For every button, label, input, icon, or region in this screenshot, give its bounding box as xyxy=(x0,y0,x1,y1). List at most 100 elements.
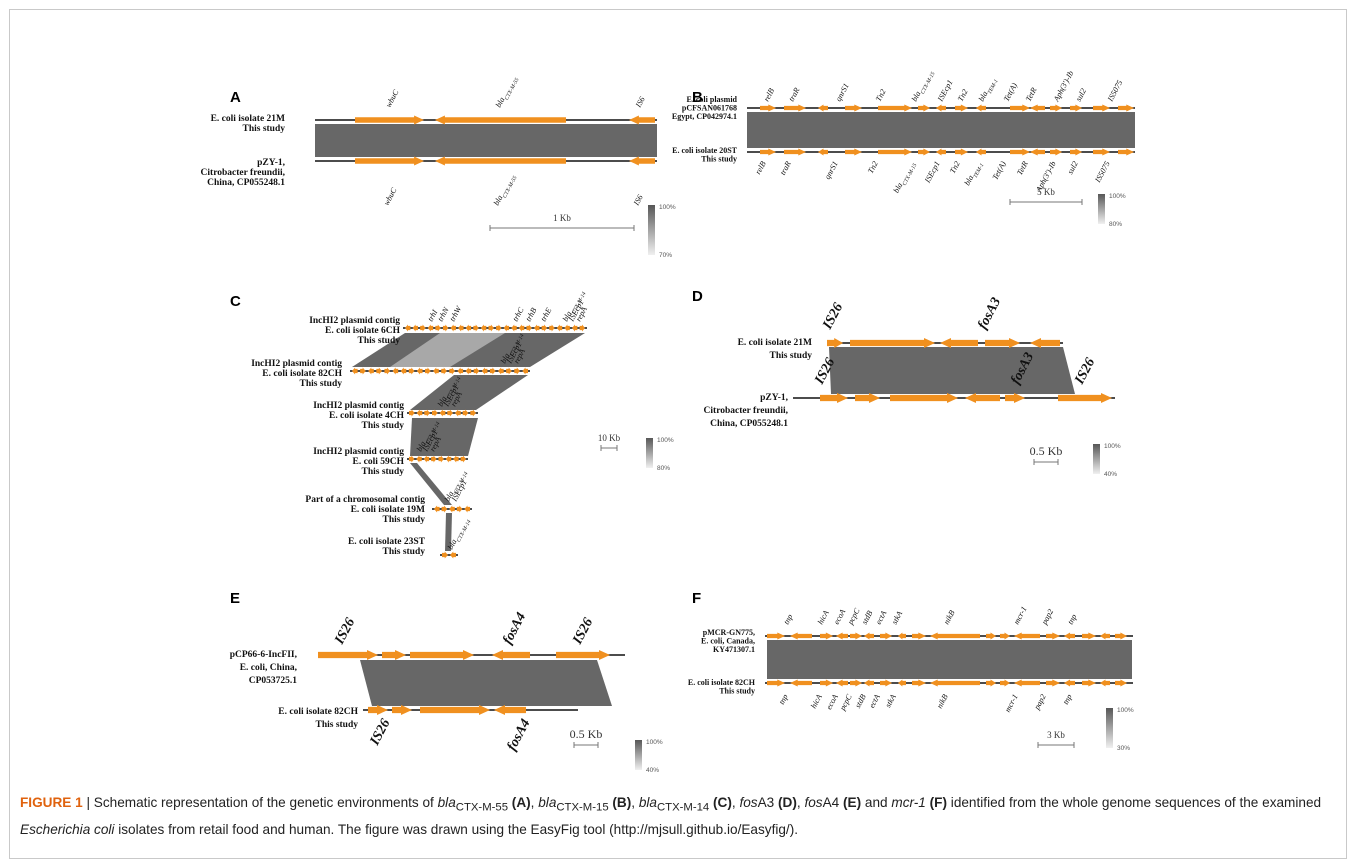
panel-f-top-label: pMCR-GN775, xyxy=(703,628,755,637)
panel-c-gene-arrow xyxy=(564,324,570,332)
panel-f-top-gene-arrow xyxy=(1064,632,1075,640)
panel-c-gene-arrow xyxy=(518,324,525,332)
panel-a-bottom-gene-label: IS6 xyxy=(631,193,644,208)
panel-b-top-gene-label: Aph(3')-Ib xyxy=(1051,69,1075,103)
panel-a-top-gene-label: wbuC xyxy=(384,88,401,109)
caption-panel-e: (E) xyxy=(843,795,862,810)
caption-text-2: identified from the whole genome sequenc… xyxy=(947,795,1322,810)
panel-e-top-gene-arrow xyxy=(382,650,406,660)
panel-c-top-gene-label: trhE xyxy=(539,306,554,323)
panel-c-identity-band-light xyxy=(390,333,505,367)
panel-e-legend xyxy=(635,740,642,770)
panel-c-gene-arrow xyxy=(442,551,448,559)
panel-c-gene-arrow xyxy=(441,505,448,513)
panel-e-bottom-gene-label: IS26 xyxy=(367,717,393,749)
panel-b-bottom-label: E. coli isolate 20ST xyxy=(672,146,738,155)
panel-d-top-gene-arrow xyxy=(827,338,843,348)
panel-f-bottom-gene-label: ectA xyxy=(867,693,882,710)
panel-a-bottom-label: pZY-1, xyxy=(257,158,286,168)
panel-c-gene-arrow xyxy=(458,324,464,332)
panel-c-legend-min: 80% xyxy=(657,465,670,472)
panel-d-top-gene-label: fosA3 xyxy=(975,295,1004,332)
panel-f-legend-min: 30% xyxy=(1117,745,1130,752)
panel-b-bottom-gene-label: traR xyxy=(778,160,793,177)
panel-a-legend xyxy=(648,205,655,255)
panel-c-row-label: Part of a chromosomal contig xyxy=(305,495,425,505)
panel-c-row-label: E. coli isolate 4CH xyxy=(329,411,405,421)
panel-b-bottom-gene-arrow xyxy=(955,148,968,156)
panel-e-top-gene-label: IS26 xyxy=(570,616,596,648)
caption-gene-1-sub: CTX-M-55 xyxy=(455,801,509,814)
panel-c-gene-arrow xyxy=(541,324,548,332)
panel-f-top-gene-arrow xyxy=(850,632,862,640)
panel-f-bottom-gene-arrow xyxy=(836,679,848,687)
panel-c-gene-arrow xyxy=(489,367,496,375)
panel-c-gene-arrow xyxy=(360,367,366,375)
panel-a-letter: A xyxy=(230,89,241,106)
panel-c-row-label: E. coli 59CH xyxy=(353,457,405,467)
caption-panel-c: (C) xyxy=(713,795,732,810)
panel-a-bottom-label: China, CP055248.1 xyxy=(207,178,285,188)
panel-c-gene-arrow xyxy=(435,324,441,332)
panel-f-top-gene-label: tnp xyxy=(1066,613,1079,626)
panel-c-gene-arrow xyxy=(384,367,391,375)
panel-c-gene-arrow xyxy=(496,324,502,332)
caption-panel-a: (A) xyxy=(511,795,531,810)
panel-e-bottom-gene-arrow xyxy=(368,705,388,715)
panel-e-top-gene-arrow xyxy=(318,650,378,660)
panel-b-top-gene-arrow xyxy=(1010,104,1030,112)
panel-f-identity-band xyxy=(767,640,1132,679)
caption-text-1: Schematic representation of the genetic … xyxy=(93,795,438,810)
panel-e-top-label: E. coli, China, xyxy=(240,663,298,673)
panel-b-top-gene-label: Tet(A) xyxy=(1002,81,1019,103)
panel-c-gene-arrow xyxy=(449,367,455,375)
panel-c-gene-arrow xyxy=(498,367,504,375)
panel-b-bottom-gene-label: ISEcp1 xyxy=(923,160,942,186)
panel-b-bottom-gene-arrow xyxy=(918,148,930,156)
panel-b-bottom-gene-arrow xyxy=(760,148,776,156)
panel-f-top-gene-arrow xyxy=(1046,632,1060,640)
panel-b-scale-bar-label: 5 Kb xyxy=(1037,187,1055,197)
panel-c-gene-arrow xyxy=(462,409,469,417)
panel-b-bottom-gene-arrow xyxy=(845,148,862,156)
panel-c-gene-arrow xyxy=(352,367,358,375)
panel-f-top-gene-arrow xyxy=(1000,632,1010,640)
panel-c-row-label: E. coli isolate 23ST xyxy=(348,537,426,547)
panel-c-gene-arrow xyxy=(572,324,578,332)
panel-a-top-gene-arrow xyxy=(435,115,566,125)
panel-b-bottom-label: This study xyxy=(701,155,737,164)
panel-b-bottom-gene-arrow xyxy=(818,148,828,156)
panel-b-letter: B xyxy=(692,89,703,106)
panel-f-top-gene-arrow xyxy=(898,632,906,640)
panel-e-scale-bar-label: 0.5 Kb xyxy=(570,727,603,741)
panel-f-top-gene-arrow xyxy=(1100,632,1110,640)
panel-c-legend-max: 100% xyxy=(657,437,674,444)
panel-c-gene-arrow xyxy=(432,409,438,417)
panel-f-top-gene-arrow xyxy=(912,632,926,640)
panel-b-legend-min: 80% xyxy=(1109,221,1122,228)
panel-c-gene-arrow xyxy=(456,505,463,513)
panel-b-bottom-gene-arrow xyxy=(976,148,986,156)
panel-c-gene-arrow xyxy=(400,367,407,375)
panel-b-top-gene-arrow xyxy=(784,104,806,112)
panel-d-letter: D xyxy=(692,288,703,305)
panel-b-bottom-gene-arrow xyxy=(1010,148,1030,156)
panel-c-gene-arrow xyxy=(522,367,528,375)
panel-e-top-label: pCP66-6-IncFII, xyxy=(230,650,298,660)
panel-d-legend-min: 40% xyxy=(1104,471,1117,478)
panel-d-top-gene-arrow xyxy=(850,338,935,348)
panel-f-bottom-gene-arrow xyxy=(820,679,833,687)
panel-b-top-gene-label: blaTEM-1 xyxy=(977,76,1000,105)
figure-frame xyxy=(9,9,1347,859)
panel-f-top-gene-label: hicA xyxy=(816,609,831,626)
panel-d-bottom-label: Citrobacter freundii, xyxy=(704,406,789,416)
panel-b-bottom-gene-label: blaCTX-M-15 xyxy=(892,160,919,196)
caption-gene-1: bla xyxy=(437,795,456,810)
panel-f-bottom-gene-arrow xyxy=(1064,679,1075,687)
panel-d-bottom-label: China, CP055248.1 xyxy=(710,419,788,429)
caption-and: and xyxy=(861,795,892,810)
panel-c-gene-arrow xyxy=(465,324,472,332)
panel-b-top-gene-arrow xyxy=(878,104,912,112)
caption-gene-5: fos xyxy=(804,795,823,810)
